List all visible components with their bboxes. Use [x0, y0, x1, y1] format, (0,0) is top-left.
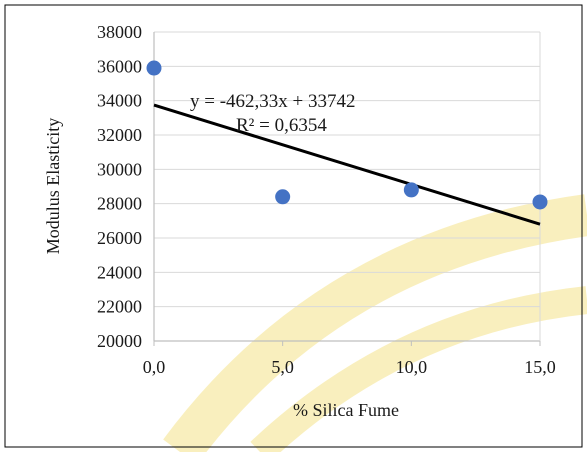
plot-area: 20000 22000 24000 26000 28000 30000 32000 34000…: [97, 22, 556, 377]
watermark-arc-inner: [250, 286, 587, 452]
data-point: [532, 194, 548, 210]
y-tick-label: 22000: [97, 297, 142, 317]
data-point: [275, 189, 291, 205]
y-axis-title: Modulus Elasticity: [43, 118, 63, 255]
y-tick-label: 32000: [97, 125, 142, 145]
trendline-equation: y = -462,33x + 33742: [190, 91, 356, 112]
y-tick-label: 38000: [97, 22, 142, 42]
y-tick-label: 36000: [97, 56, 142, 76]
data-point: [146, 60, 162, 76]
x-tick-label: 15,0: [524, 357, 556, 377]
y-tick-label: 28000: [97, 194, 142, 214]
y-tick-label: 24000: [97, 262, 142, 282]
data-point: [403, 182, 419, 198]
watermark-arc: [163, 194, 587, 452]
trendline: [153, 103, 541, 226]
r-squared-label: R² = 0,6354: [236, 115, 327, 136]
chart-border: [4, 4, 583, 448]
x-axis-title: % Silica Fume: [293, 400, 399, 420]
y-tick-label: 20000: [97, 331, 142, 351]
x-tick-label: 0,0: [143, 357, 166, 377]
watermark: [163, 194, 587, 452]
y-tick-label: 34000: [97, 91, 142, 111]
y-tick-label: 26000: [97, 228, 142, 248]
x-tick-label: 10,0: [396, 357, 428, 377]
y-tick-label: 30000: [97, 159, 142, 179]
x-tick-label: 5,0: [271, 357, 294, 377]
